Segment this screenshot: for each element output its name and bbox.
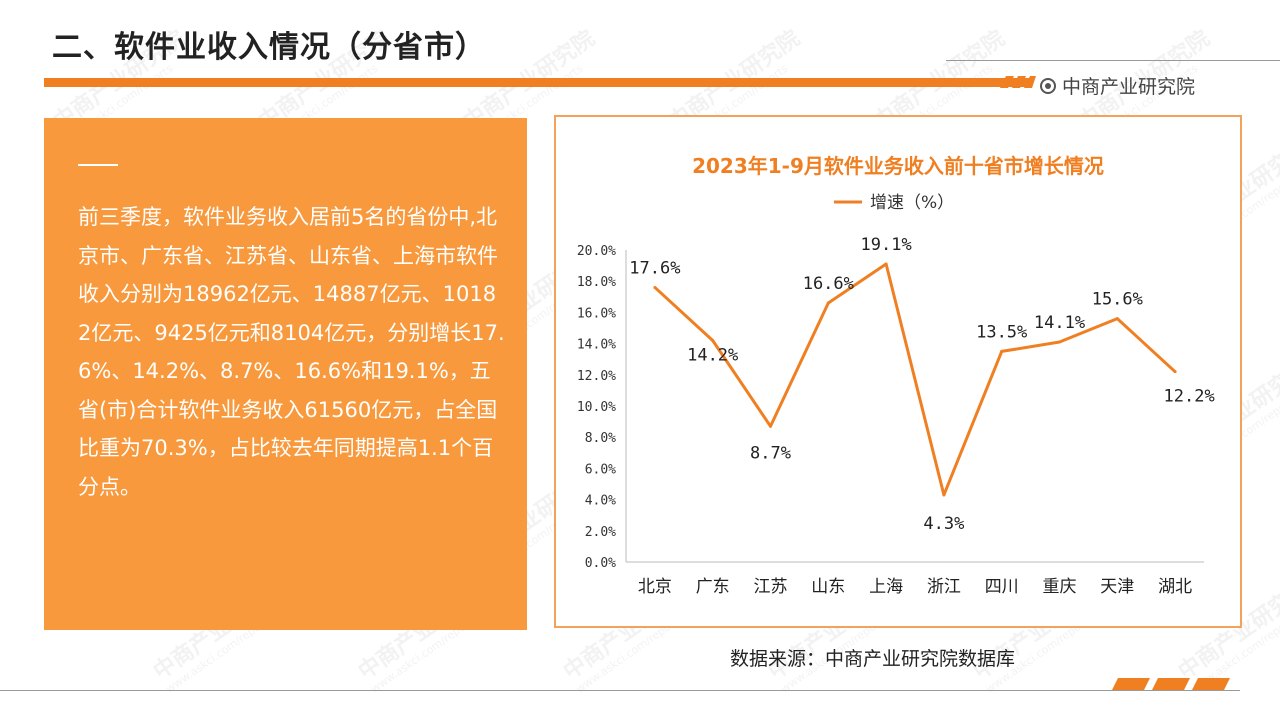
- brand-name: 中商产业研究院: [1062, 76, 1196, 98]
- title-underline-bar: [44, 78, 1030, 87]
- panel-dash: [78, 164, 118, 166]
- decorative-slashes-icon: [1000, 76, 1036, 88]
- data-label: 19.1%: [861, 235, 912, 255]
- data-source: 数据来源：中商产业研究院数据库: [730, 648, 1016, 670]
- bottom-slashes-icon: [1112, 678, 1230, 690]
- y-tick-label: 12.0%: [577, 369, 616, 384]
- data-point: [711, 338, 715, 342]
- target-circle-icon: [1040, 77, 1056, 94]
- x-tick-label: 江苏: [754, 577, 788, 597]
- data-label: 14.1%: [1034, 313, 1085, 333]
- data-point: [826, 301, 830, 305]
- header-rule: [946, 60, 1280, 61]
- x-tick-label: 北京: [638, 577, 672, 597]
- data-point: [1173, 370, 1177, 374]
- data-point: [942, 493, 946, 497]
- data-label: 14.2%: [687, 345, 738, 365]
- data-label: 15.6%: [1092, 290, 1143, 310]
- y-tick-label: 14.0%: [577, 338, 616, 353]
- data-label: 17.6%: [629, 258, 680, 278]
- summary-panel: [44, 118, 527, 630]
- series-line: [653, 262, 1177, 497]
- y-tick-label: 4.0%: [585, 494, 616, 509]
- y-tick-label: 18.0%: [577, 275, 616, 290]
- x-tick-label: 湖北: [1158, 577, 1192, 597]
- page-title: 二、软件业收入情况（分省市）: [52, 30, 486, 65]
- data-label: 13.5%: [976, 322, 1027, 342]
- footer-rule: [0, 690, 1240, 691]
- legend-label: 增速（%）: [870, 193, 954, 213]
- x-tick-label: 山东: [811, 577, 845, 597]
- x-tick-label: 四川: [985, 577, 1019, 597]
- x-tick-label: 广东: [696, 577, 730, 597]
- data-point: [1058, 340, 1061, 344]
- chart-frame: 2023年1-9月软件业务收入前十省市增长情况增速（%） 0.0% 2.0% 4.0%…: [554, 115, 1242, 628]
- y-tick-label: 2.0%: [585, 525, 616, 540]
- x-tick-label: 天津: [1100, 577, 1134, 597]
- x-tick-label: 重庆: [1043, 577, 1077, 597]
- data-point: [1115, 317, 1119, 321]
- y-tick-label: 16.0%: [577, 306, 616, 321]
- data-label: 12.2%: [1164, 387, 1215, 407]
- y-tick-label: 10.0%: [577, 400, 616, 415]
- x-tick-label: 浙江: [927, 577, 961, 597]
- chart-title: 2023年1-9月软件业务收入前十省市增长情况: [692, 154, 1104, 178]
- y-tick-label: 8.0%: [585, 431, 616, 446]
- data-label: 4.3%: [923, 514, 964, 534]
- y-tick-label: 6.0%: [585, 462, 616, 477]
- data-point: [653, 285, 657, 289]
- y-tick-label: 20.0%: [577, 244, 616, 259]
- summary-text: 前三季度，软件业务收入居前5名的省份中,北京市、广东省、江苏省、山东省、上海市软…: [78, 205, 505, 499]
- data-point: [769, 424, 772, 428]
- brand-logo: 中商产业研究院: [1040, 72, 1195, 99]
- data-label: 16.6%: [803, 274, 854, 294]
- data-point: [1000, 349, 1004, 353]
- y-tick-label: 0.0%: [585, 556, 616, 571]
- x-tick-label: 上海: [869, 577, 903, 597]
- data-label: 8.7%: [750, 443, 791, 463]
- data-point: [884, 262, 888, 266]
